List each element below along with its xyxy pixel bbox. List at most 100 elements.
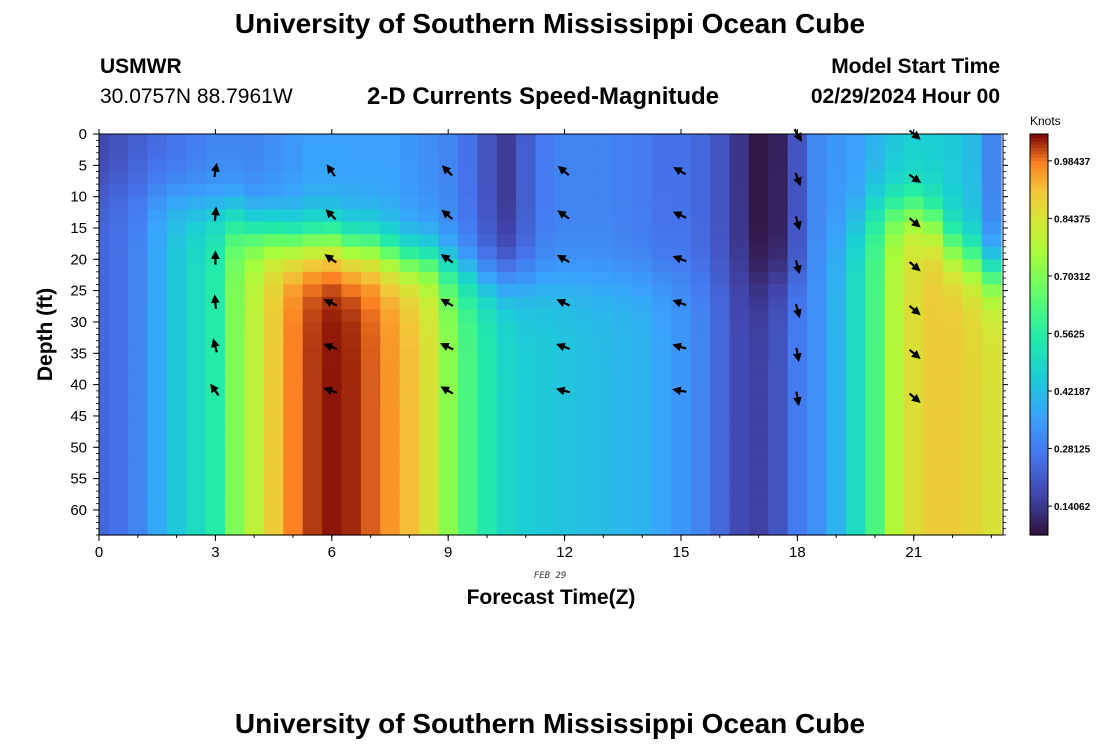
heatmap-cell xyxy=(205,447,226,461)
heatmap-cell xyxy=(865,522,886,536)
heatmap-cell xyxy=(768,196,789,210)
heatmap-cell xyxy=(419,221,440,235)
heatmap-cell xyxy=(341,146,362,160)
heatmap-cell xyxy=(205,196,226,210)
heatmap-cell xyxy=(438,422,459,436)
heatmap-cell xyxy=(283,221,304,235)
heatmap-cell xyxy=(787,422,808,436)
heatmap-cell xyxy=(438,372,459,386)
current-vector-arrow xyxy=(210,383,220,397)
heatmap-cell xyxy=(710,522,731,536)
heatmap-cell xyxy=(147,321,168,336)
heatmap-cell xyxy=(787,484,808,499)
colorbar-segment xyxy=(1030,524,1048,529)
heatmap-cell xyxy=(283,146,304,160)
heatmap-cell xyxy=(845,296,866,311)
heatmap-cell xyxy=(186,146,207,160)
heatmap-cell xyxy=(147,284,168,298)
heatmap-cell xyxy=(457,384,478,398)
heatmap-cell xyxy=(322,372,343,386)
heatmap-cell xyxy=(962,221,983,235)
heatmap-cell xyxy=(768,509,789,524)
heatmap-cell xyxy=(632,134,653,148)
heatmap-cell xyxy=(807,196,828,210)
heatmap-cell xyxy=(807,309,828,323)
colorbar-segment xyxy=(1030,154,1048,158)
heatmap-cell xyxy=(593,497,614,511)
heatmap-cell xyxy=(923,372,944,386)
heatmap-cell xyxy=(516,184,537,198)
colorbar-segment xyxy=(1030,508,1048,513)
heatmap-cell xyxy=(632,171,653,185)
heatmap-cell xyxy=(380,309,401,323)
heatmap-cell xyxy=(419,497,440,511)
heatmap-cell xyxy=(263,171,284,185)
heatmap-cell xyxy=(128,296,149,311)
heatmap-cell xyxy=(865,259,886,273)
heatmap-cell xyxy=(826,259,847,273)
heatmap-cell xyxy=(884,284,905,298)
colorbar-segment xyxy=(1030,334,1048,339)
heatmap-cell xyxy=(535,184,556,198)
colorbar-segment xyxy=(1030,164,1048,169)
heatmap-cell xyxy=(263,509,284,524)
heatmap-cell xyxy=(419,234,440,248)
heatmap-cell xyxy=(283,359,304,373)
colorbar-segment xyxy=(1030,200,1048,205)
heatmap-cell xyxy=(263,246,284,260)
heatmap-cell xyxy=(360,447,381,461)
heatmap-cell xyxy=(147,234,168,248)
heatmap-cell xyxy=(516,259,537,273)
heatmap-cell xyxy=(108,296,129,311)
heatmap-cell xyxy=(807,209,828,223)
heatmap-cell xyxy=(651,422,672,436)
heatmap-cell xyxy=(147,221,168,235)
heatmap-cell xyxy=(283,284,304,298)
heatmap-cell xyxy=(748,397,769,411)
heatmap-cell xyxy=(457,246,478,260)
heatmap-cell xyxy=(554,472,575,486)
heatmap-cell xyxy=(380,246,401,260)
colorbar-segment xyxy=(1030,414,1048,419)
heatmap-cell xyxy=(574,397,595,411)
colorbar-segment xyxy=(1030,197,1048,202)
heatmap-cell xyxy=(225,184,246,198)
heatmap-cell xyxy=(322,196,343,210)
heatmap-cell xyxy=(729,209,750,223)
heatmap-cell xyxy=(884,372,905,386)
heatmap-cell xyxy=(768,284,789,298)
heatmap-cell xyxy=(496,372,517,386)
heatmap-cell xyxy=(205,522,226,536)
heatmap-cell xyxy=(147,509,168,524)
heatmap-cell xyxy=(845,372,866,386)
heatmap-cell xyxy=(748,384,769,398)
heatmap-cell xyxy=(457,134,478,148)
heatmap-cell xyxy=(283,184,304,198)
heatmap-cell xyxy=(438,246,459,260)
heatmap-cell xyxy=(710,284,731,298)
heatmap-cell xyxy=(865,334,886,348)
station-coordinates: 30.0757N 88.7961W xyxy=(100,85,293,108)
heatmap-cell xyxy=(787,296,808,311)
heatmap-cell xyxy=(477,472,498,486)
heatmap-cell xyxy=(166,472,187,486)
heatmap-cell xyxy=(807,459,828,473)
heatmap-cell xyxy=(671,184,692,198)
heatmap-cell xyxy=(884,384,905,398)
heatmap-cell xyxy=(671,309,692,323)
heatmap-cell xyxy=(263,372,284,386)
heatmap-cell xyxy=(981,347,1002,361)
heatmap-cell xyxy=(593,472,614,486)
heatmap-cell xyxy=(826,409,847,423)
heatmap-cell xyxy=(302,209,323,223)
heatmap-cell xyxy=(826,184,847,198)
heatmap-cell xyxy=(710,484,731,499)
heatmap-cell xyxy=(496,409,517,423)
heatmap-cell xyxy=(205,409,226,423)
heatmap-cell xyxy=(99,347,110,361)
heatmap-cell xyxy=(651,134,672,148)
colorbar-segment xyxy=(1030,434,1048,439)
colorbar-segment xyxy=(1030,401,1048,406)
heatmap-cell xyxy=(225,509,246,524)
heatmap-cell xyxy=(108,497,129,511)
